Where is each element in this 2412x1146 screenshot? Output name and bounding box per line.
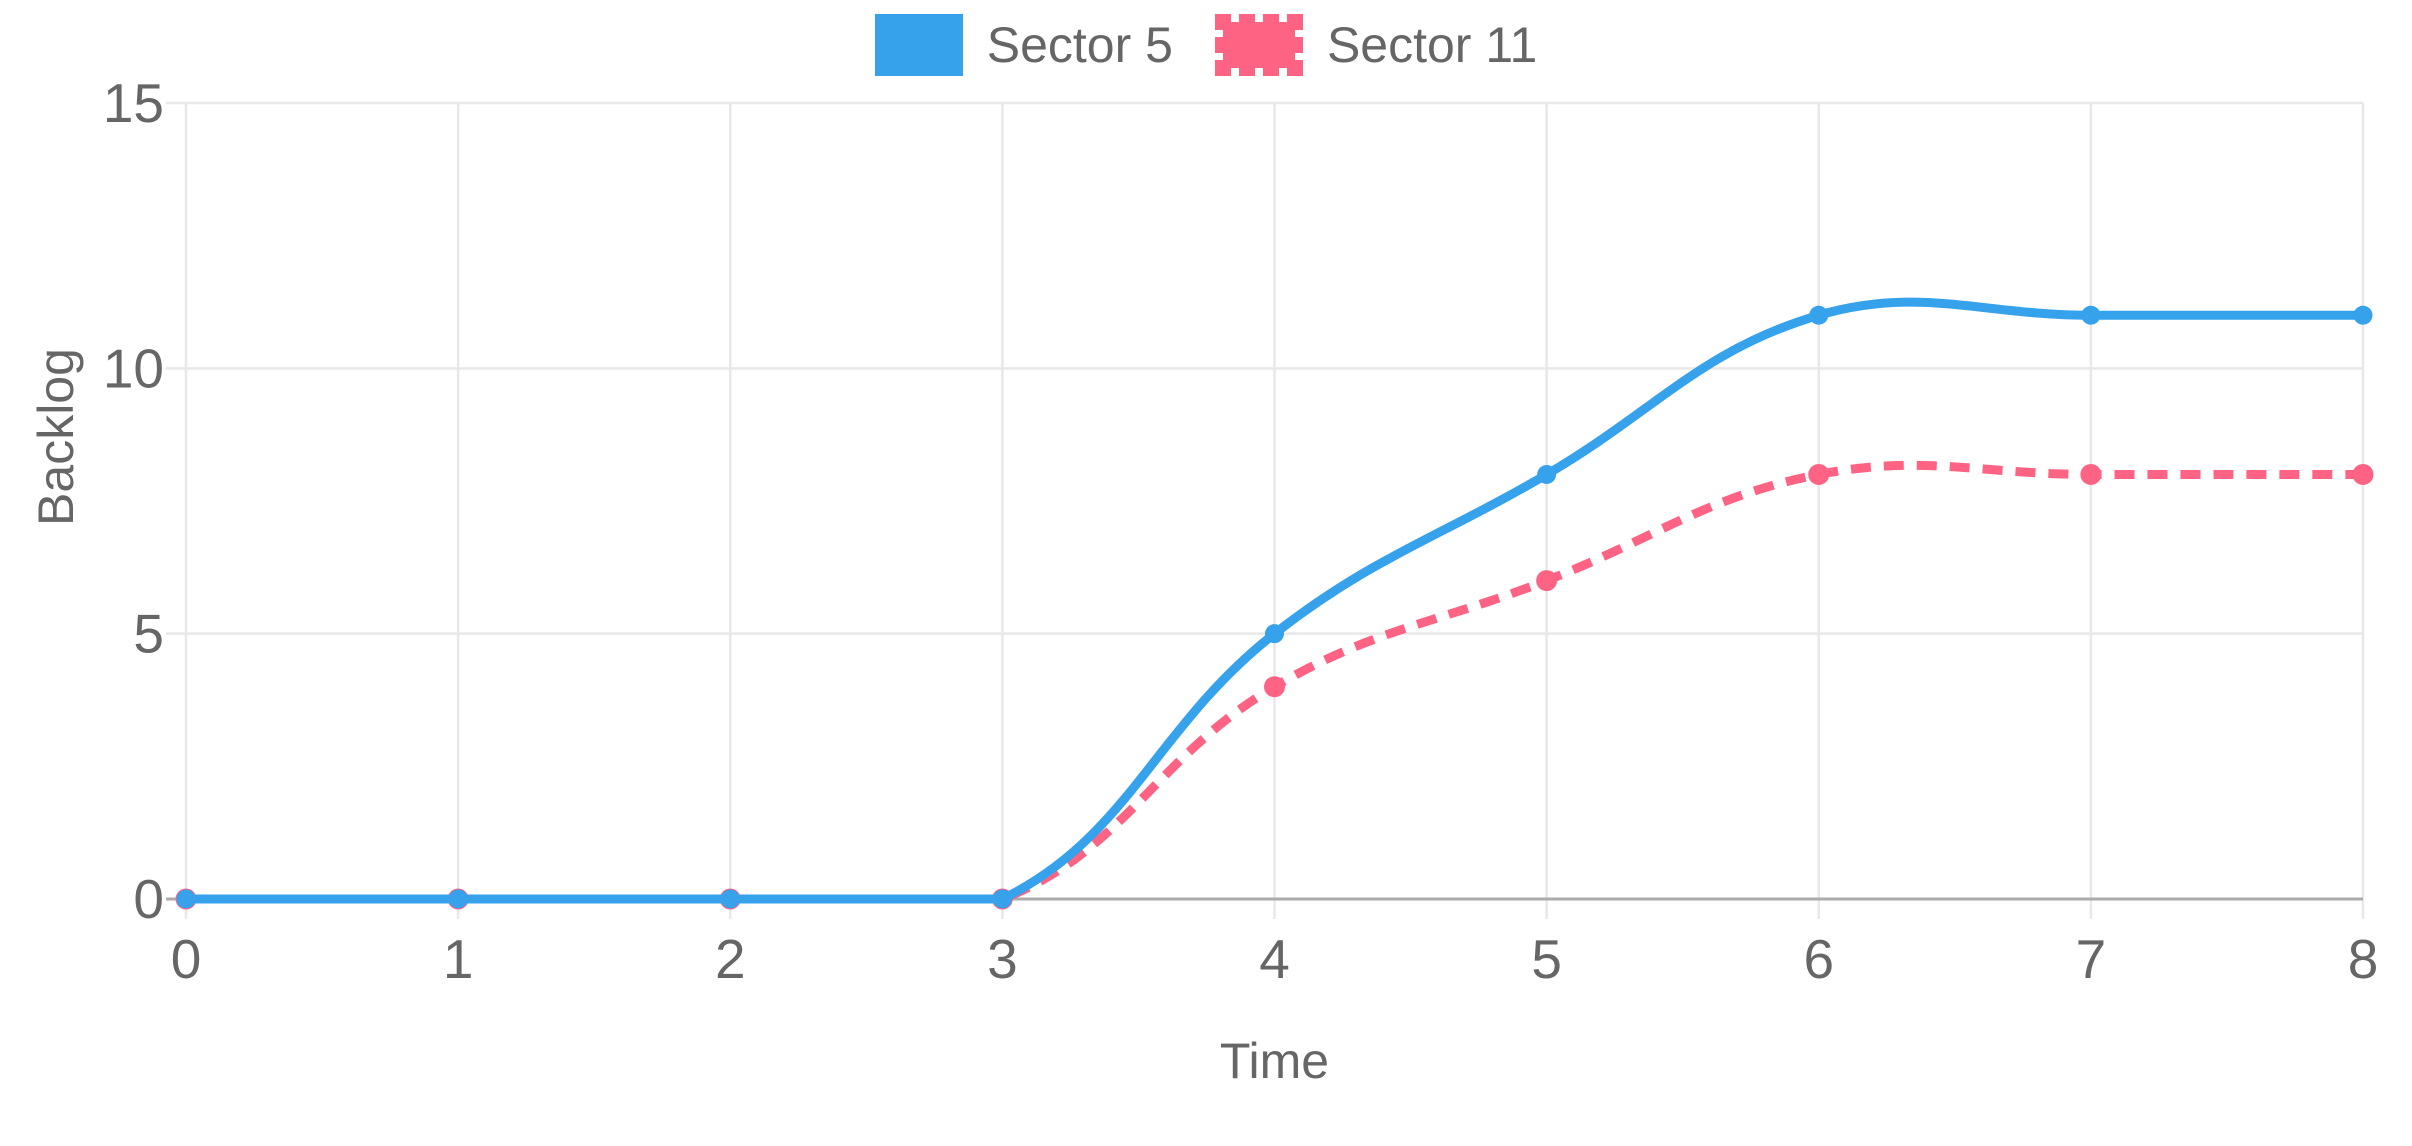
x-axis-title: Time xyxy=(1219,1033,1330,1089)
x-tick-label-6: 6 xyxy=(1803,928,1834,990)
legend-item-sector-5[interactable]: Sector 5 xyxy=(874,14,1173,76)
x-tick-label-0: 0 xyxy=(171,928,202,990)
y-tick-label-15: 15 xyxy=(103,72,164,134)
chart-legend: Sector 5 Sector 11 xyxy=(0,14,2412,76)
series-point-sector-5-0[interactable] xyxy=(176,889,196,909)
legend-swatch-solid-icon xyxy=(874,14,963,76)
legend-item-sector-11[interactable]: Sector 11 xyxy=(1214,14,1538,76)
x-tick-label-3: 3 xyxy=(987,928,1018,990)
x-tick-label-7: 7 xyxy=(2076,928,2107,990)
series-point-sector-5-3[interactable] xyxy=(992,889,1012,909)
x-tick-label-4: 4 xyxy=(1259,928,1290,990)
series-point-sector-5-2[interactable] xyxy=(720,889,740,909)
series-point-sector-5-4[interactable] xyxy=(1265,624,1284,644)
y-tick-label-5: 5 xyxy=(133,603,164,665)
series-point-sector-11-8[interactable] xyxy=(2352,463,2374,485)
x-tick-label-5: 5 xyxy=(1531,928,1562,990)
series-point-sector-11-4[interactable] xyxy=(1264,676,1285,698)
series-point-sector-11-6[interactable] xyxy=(1808,463,1830,485)
x-tick-label-2: 2 xyxy=(715,928,746,990)
y-tick-label-0: 0 xyxy=(133,868,164,930)
series-point-sector-11-5[interactable] xyxy=(1536,570,1558,592)
x-tick-label-1: 1 xyxy=(443,928,474,990)
series-point-sector-11-7[interactable] xyxy=(2080,463,2102,485)
series-point-sector-5-5[interactable] xyxy=(1537,464,1557,484)
series-point-sector-5-6[interactable] xyxy=(1809,305,1829,325)
y-axis-title: Backlog xyxy=(28,348,84,526)
y-tick-label-10: 10 xyxy=(103,337,164,399)
series-point-sector-5-8[interactable] xyxy=(2353,305,2373,325)
series-point-sector-5-1[interactable] xyxy=(448,889,468,909)
legend-label-sector-5: Sector 5 xyxy=(986,17,1173,73)
legend-label-sector-11: Sector 11 xyxy=(1326,17,1538,73)
x-tick-label-8: 8 xyxy=(2348,928,2379,990)
legend-swatch-dashed-icon xyxy=(1214,14,1303,76)
series-point-sector-5-7[interactable] xyxy=(2081,305,2101,325)
